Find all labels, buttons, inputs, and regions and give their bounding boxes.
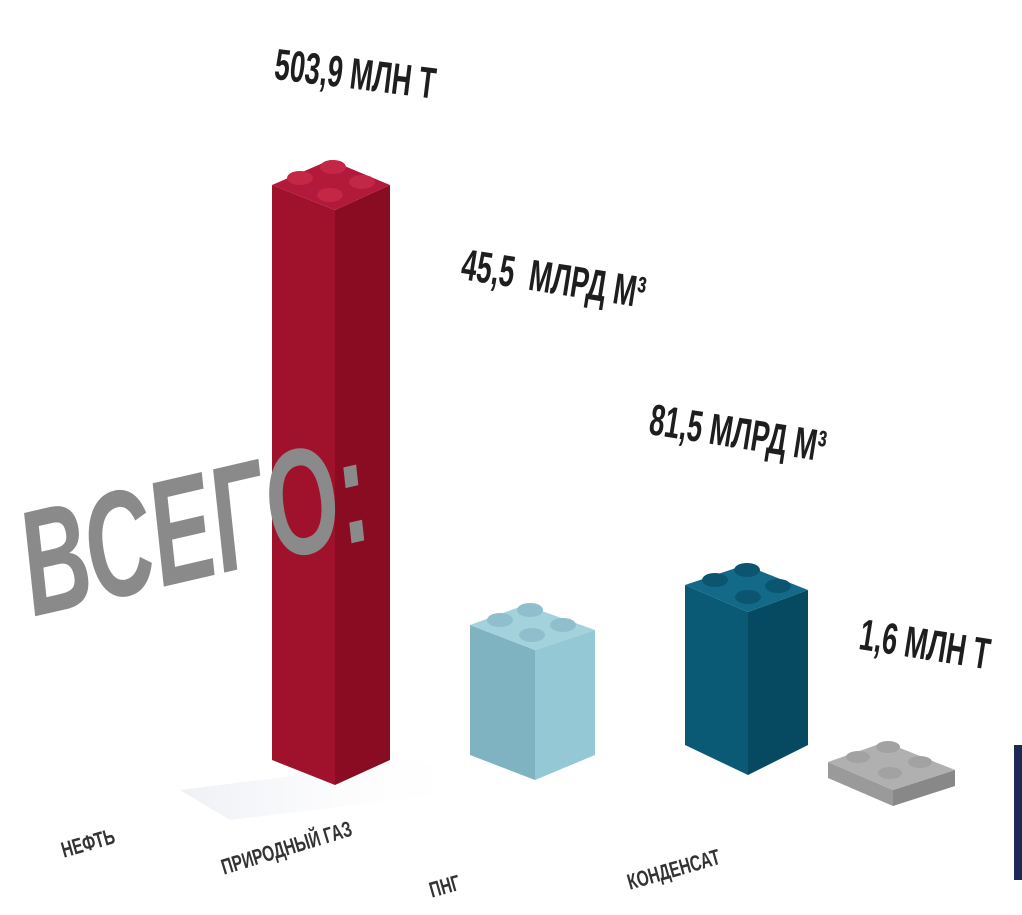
edge-panel	[1014, 745, 1022, 880]
brick-light-blue	[470, 603, 595, 780]
brick-grey	[828, 741, 955, 806]
floor-shadow	[180, 760, 480, 820]
brick-teal	[685, 563, 808, 775]
brick-red	[272, 160, 390, 785]
